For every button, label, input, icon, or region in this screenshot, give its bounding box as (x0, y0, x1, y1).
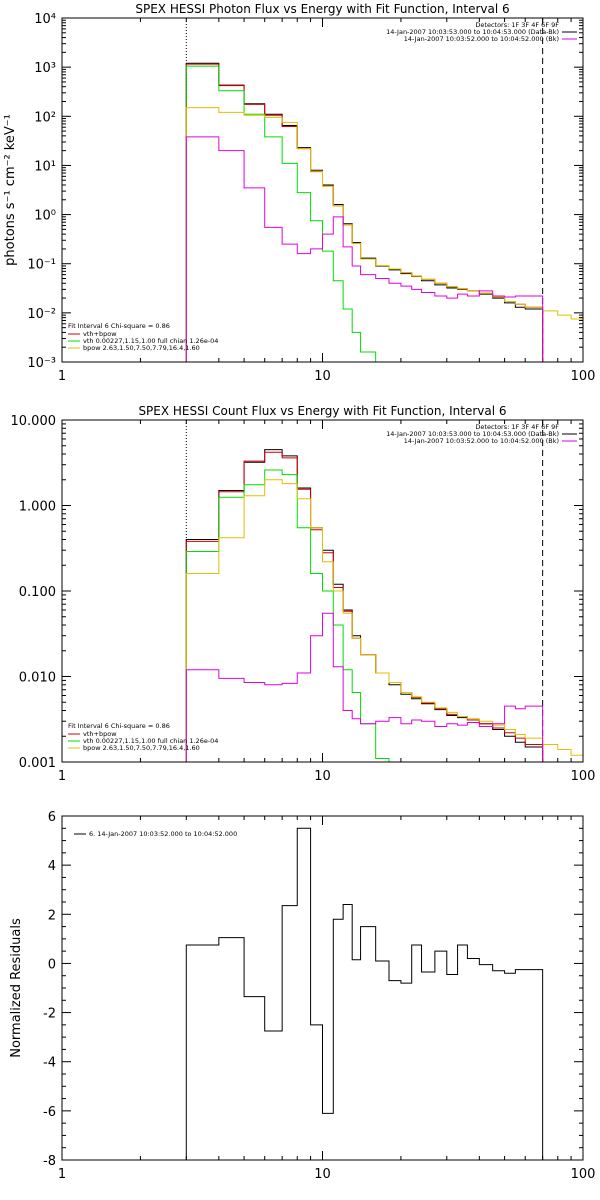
y-axis-label: photons s⁻¹ cm⁻² keV⁻¹ (3, 114, 18, 266)
y-tick-label: -6 (43, 1105, 56, 1120)
y-tick-label: 10² (34, 110, 56, 125)
y-tick-label: 0.001 (19, 756, 56, 771)
x-tick-label: 100 (571, 369, 596, 384)
y-tick-label: 10³ (34, 61, 56, 76)
plot-area (185, 449, 583, 762)
series-data-bk (185, 62, 544, 362)
plot-frame (61, 17, 584, 363)
y-tick-label: 10⁰ (34, 209, 56, 224)
fit-legend-item: vth+bpow (83, 330, 117, 338)
series-bpow (185, 107, 583, 362)
header-line-2: 14-Jan-2007 10:03:53.000 to 10:04:53.000… (386, 28, 559, 36)
y-tick-label: 10¹ (34, 159, 56, 174)
y-ticks (62, 423, 583, 763)
series-data-bk (185, 449, 544, 762)
x-ticks (61, 18, 572, 362)
y-tick-label: -4 (43, 1056, 56, 1071)
y-tick-label: -8 (43, 1154, 56, 1169)
fit-legend-item: vth+bpow (83, 730, 117, 738)
chart-title: SPEX HESSI Count Flux vs Energy with Fit… (138, 404, 506, 418)
y-tick-label: 10.000 (11, 414, 57, 429)
y-tick-label: 1.000 (19, 500, 56, 515)
y-tick-label: 10⁴ (34, 12, 56, 27)
fit-legend-item: bpow 2.63,1.50,7.50,7.79,16.4,1.60 (83, 344, 200, 352)
header-line-1: Detectors: 1F 3F 4F 6F 9F (475, 423, 559, 431)
legend-item: 6. 14-Jan-2007 10:03:52.000 to 10:04:52.… (89, 830, 237, 838)
fit-legend-item: vth 0.00227,1.15,1.00 full chian 1.26e-0… (83, 337, 218, 345)
x-tick-label: 1 (58, 769, 66, 784)
y-tick-label: 4 (48, 859, 56, 874)
y-tick-label: 10⁻² (27, 307, 56, 322)
fit-legend-title: Fit Interval 6 Chi-square = 0.86 (68, 322, 170, 330)
x-ticks (61, 816, 572, 1160)
series-bpow (185, 479, 583, 762)
x-tick-label: 10 (314, 769, 331, 784)
fit-legend-item: vth 0.00227,1.15,1.00 full chian 1.26e-0… (83, 737, 218, 745)
y-ticks (62, 19, 583, 363)
header-line-3: 14-Jan-2007 10:03:52.000 to 10:04:52.000… (404, 35, 559, 43)
chart-panel-1: SPEX HESSI Photon Flux vs Energy with Fi… (3, 2, 595, 384)
chart-panel-3: Normalized Residuals 1 10 100 -8 -6 -4 -2 0 2 4 6 6.… (9, 810, 595, 1182)
series-vth-bpow (185, 63, 544, 362)
y-axis-label: Normalized Residuals (9, 918, 24, 1058)
series-residuals (185, 827, 544, 1160)
plot-frame (61, 815, 584, 1161)
x-tick-label: 10 (314, 1167, 331, 1182)
header-line-1: Detectors: 1F 3F 4F 6F 9F (475, 21, 559, 29)
y-tick-label: 6 (48, 810, 56, 825)
series-bk (185, 136, 544, 362)
y-tick-label: 10⁻¹ (27, 258, 56, 273)
y-tick-label: 2 (48, 908, 56, 923)
y-tick-label: -2 (43, 1007, 56, 1022)
y-tick-label: 0.100 (19, 585, 56, 600)
header-line-3: 14-Jan-2007 10:03:52.000 to 10:04:52.000… (404, 437, 559, 445)
series-vth-bpow (185, 451, 544, 762)
y-tick-label: 0.010 (19, 671, 56, 686)
x-tick-label: 1 (58, 369, 66, 384)
plot-area (185, 62, 583, 362)
chart-title: SPEX HESSI Photon Flux vs Energy with Fi… (135, 2, 509, 16)
chart-panel-2: SPEX HESSI Count Flux vs Energy with Fit… (11, 404, 596, 784)
series-vth (185, 65, 377, 362)
fit-legend-title: Fit Interval 6 Chi-square = 0.86 (68, 722, 170, 730)
x-tick-label: 100 (571, 769, 596, 784)
plot-frame (61, 419, 584, 763)
series-vth (185, 469, 390, 762)
x-tick-label: 1 (58, 1167, 66, 1182)
fit-legend-item: bpow 2.63,1.50,7.50,7.79,16.4,1.60 (83, 744, 200, 752)
x-tick-label: 100 (571, 1167, 596, 1182)
x-tick-label: 10 (314, 369, 331, 384)
plot-area (185, 827, 544, 1160)
header-line-2: 14-Jan-2007 10:03:53.000 to 10:04:53.000… (386, 430, 559, 438)
y-ticks (62, 815, 583, 1161)
series-bk (185, 612, 544, 762)
y-tick-label: 10⁻³ (27, 356, 56, 371)
y-tick-label: 0 (48, 957, 56, 972)
x-ticks (61, 420, 572, 762)
